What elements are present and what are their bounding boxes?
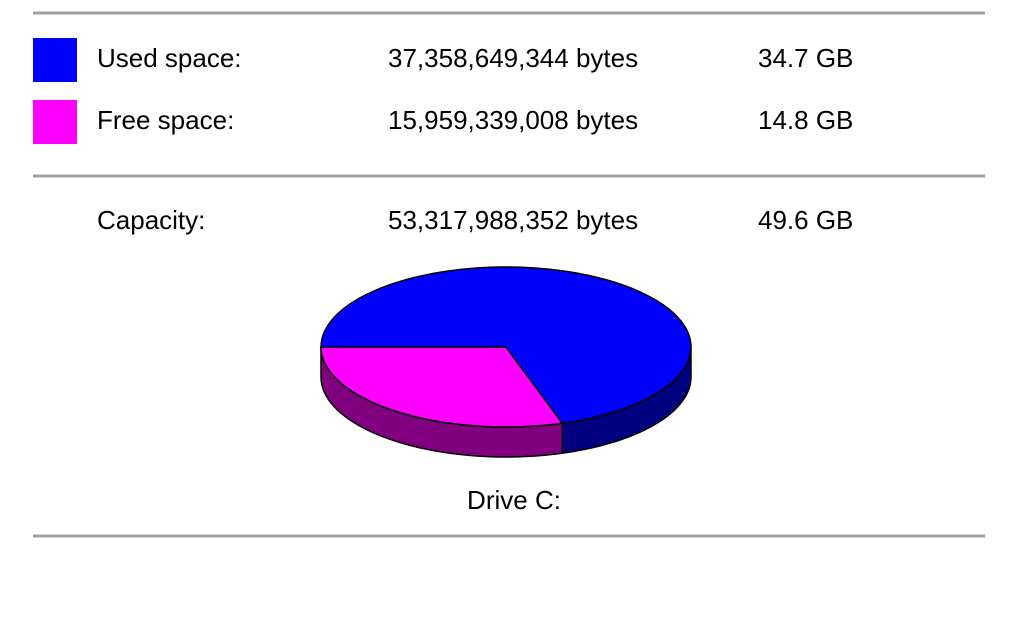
row-size: 14.8 GB xyxy=(758,105,853,135)
legend-swatch xyxy=(33,38,77,82)
row-label: Used space: xyxy=(97,43,242,73)
capacity-size: 49.6 GB xyxy=(758,205,853,235)
drive-label: Drive C: xyxy=(467,485,561,515)
pie-slice xyxy=(320,346,564,428)
capacity-label: Capacity: xyxy=(97,205,205,235)
row-bytes: 15,959,339,008 bytes xyxy=(388,105,638,135)
row-label: Free space: xyxy=(97,105,234,135)
row-size: 34.7 GB xyxy=(758,43,853,73)
pie-slice xyxy=(320,266,692,424)
legend-swatch xyxy=(33,100,77,144)
row-bytes: 37,358,649,344 bytes xyxy=(388,43,638,73)
capacity-bytes: 53,317,988,352 bytes xyxy=(388,205,638,235)
